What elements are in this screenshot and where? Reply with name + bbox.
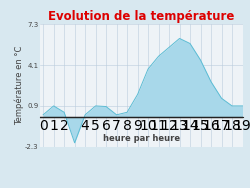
Y-axis label: Température en °C: Température en °C xyxy=(14,46,24,125)
Title: Evolution de la température: Evolution de la température xyxy=(48,10,234,23)
X-axis label: heure par heure: heure par heure xyxy=(103,134,180,143)
